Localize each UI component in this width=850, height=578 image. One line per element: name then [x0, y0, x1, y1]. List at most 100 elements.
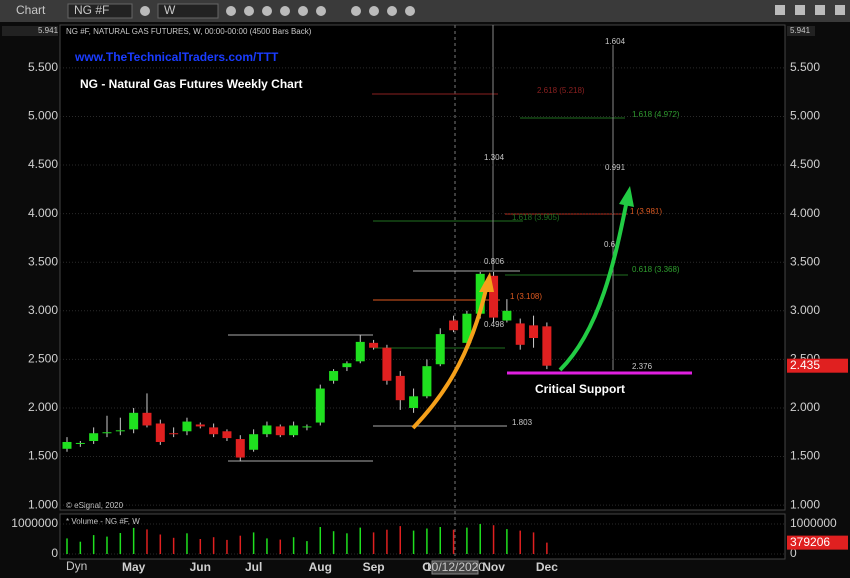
x-tick-label: Nov: [482, 560, 505, 574]
candle-body: [182, 421, 192, 432]
icon[interactable]: [244, 6, 254, 16]
icon[interactable]: [262, 6, 272, 16]
y-tick-label: 2.000: [28, 400, 58, 414]
level-label: 1 (3.981): [630, 207, 662, 216]
interval-input[interactable]: [157, 3, 219, 19]
price-pane: [59, 24, 786, 511]
candle-body: [222, 431, 232, 439]
candle-body: [449, 320, 459, 331]
y-tick-label: 4.500: [28, 157, 58, 171]
symbol-text: NG #F: [74, 3, 109, 17]
level-label: 1.604: [605, 37, 626, 46]
candle-body: [462, 313, 472, 343]
candle-body: [262, 425, 272, 435]
x-tick-label: May: [122, 560, 146, 574]
url-text: www.TheTechnicalTraders.com/TTT: [74, 50, 279, 64]
icon[interactable]: [280, 6, 290, 16]
candle-body: [249, 434, 259, 450]
level-label: 0.991: [605, 163, 626, 172]
candle-body: [89, 433, 99, 442]
x-tick-label: O: [422, 560, 431, 574]
candle-body: [529, 325, 539, 339]
last-volume: 379206: [790, 535, 830, 549]
candle-body: [355, 341, 365, 362]
window-button[interactable]: [775, 5, 785, 15]
top-value: 5.941: [790, 26, 811, 35]
level-label: 0.806: [484, 257, 505, 266]
candle-body: [155, 423, 165, 442]
icon[interactable]: [369, 6, 379, 16]
volume-title: * Volume - NG #F, W: [66, 517, 140, 526]
arrowhead: [619, 186, 634, 207]
app-label: Chart: [16, 3, 46, 17]
y-tick-label: 1.000: [28, 497, 58, 511]
arrow: [558, 199, 629, 372]
y-tick-label: 1.500: [28, 449, 58, 463]
y-tick-label: 4.000: [28, 206, 58, 220]
volume-tick-label: 0: [51, 546, 58, 560]
icon[interactable]: [226, 6, 236, 16]
cursor-date: 10/12/2020: [425, 560, 485, 574]
level-label: 1 (3.108): [510, 292, 542, 301]
candle-body: [542, 326, 552, 366]
candle-body: [235, 439, 245, 458]
candle-body: [489, 275, 499, 318]
interval-text: W: [164, 3, 176, 17]
candle-body: [475, 273, 485, 314]
y-tick-label: 3.500: [28, 254, 58, 268]
icon[interactable]: [405, 6, 415, 16]
footer[interactable]: Dyn: [66, 559, 87, 573]
volume-tick-label: 1000000: [11, 516, 58, 530]
symbol-input[interactable]: [67, 3, 133, 19]
y-tick-label: 4.000: [790, 206, 820, 220]
support-label: Critical Support: [535, 382, 625, 396]
last-price: 2.435: [790, 358, 820, 372]
candle-body: [195, 424, 205, 427]
top-value: 5.941: [38, 26, 59, 35]
level-label: 1.618 (4.972): [632, 110, 680, 119]
x-tick-label: Jun: [190, 560, 211, 574]
candle-body: [209, 427, 219, 435]
window-button[interactable]: [815, 5, 825, 15]
candle-body: [75, 442, 85, 444]
arrow: [411, 284, 489, 430]
candle-body: [315, 388, 325, 423]
icon[interactable]: [387, 6, 397, 16]
candle-body: [395, 375, 405, 401]
y-tick-label: 3.000: [28, 303, 58, 317]
candle-body: [409, 396, 419, 408]
y-tick-label: 5.000: [28, 109, 58, 123]
levels: [228, 25, 692, 462]
x-tick-label: Sep: [363, 560, 385, 574]
candle-body: [302, 426, 312, 428]
y-tick-label: 3.500: [790, 254, 820, 268]
y-tick-label: 1.000: [790, 497, 820, 511]
icon[interactable]: [298, 6, 308, 16]
y-tick-label: 5.500: [28, 60, 58, 74]
candle-body: [329, 371, 339, 381]
icon[interactable]: [140, 6, 150, 16]
level-label: 2.376: [632, 362, 653, 371]
candle-body: [502, 310, 512, 321]
y-tick-label: 3.000: [790, 303, 820, 317]
icon[interactable]: [316, 6, 326, 16]
window-button[interactable]: [795, 5, 805, 15]
level-label: 0.498: [484, 320, 505, 329]
chart-title: NG - Natural Gas Futures Weekly Chart: [80, 77, 303, 91]
level-label: 1.618 (3.905): [512, 213, 560, 222]
arrows: [411, 186, 634, 430]
copyright: © eSignal, 2020: [66, 501, 124, 510]
level-labels: 2.618 (5.218) 1.304 1.618 (3.905) 0.806 …: [484, 37, 680, 427]
info-text: NG #F, NATURAL GAS FUTURES, W, 00:00-00:…: [66, 27, 312, 36]
candle-body: [115, 430, 125, 432]
x-tick-label: Jul: [245, 560, 262, 574]
x-tick-label: Aug: [309, 560, 332, 574]
cursor-date-box: [431, 560, 479, 575]
y-tick-label: 2.500: [28, 352, 58, 366]
candle-body: [342, 363, 352, 368]
candle-body: [275, 426, 285, 436]
candle-body: [369, 342, 379, 348]
icon[interactable]: [351, 6, 361, 16]
window-button[interactable]: [835, 5, 845, 15]
